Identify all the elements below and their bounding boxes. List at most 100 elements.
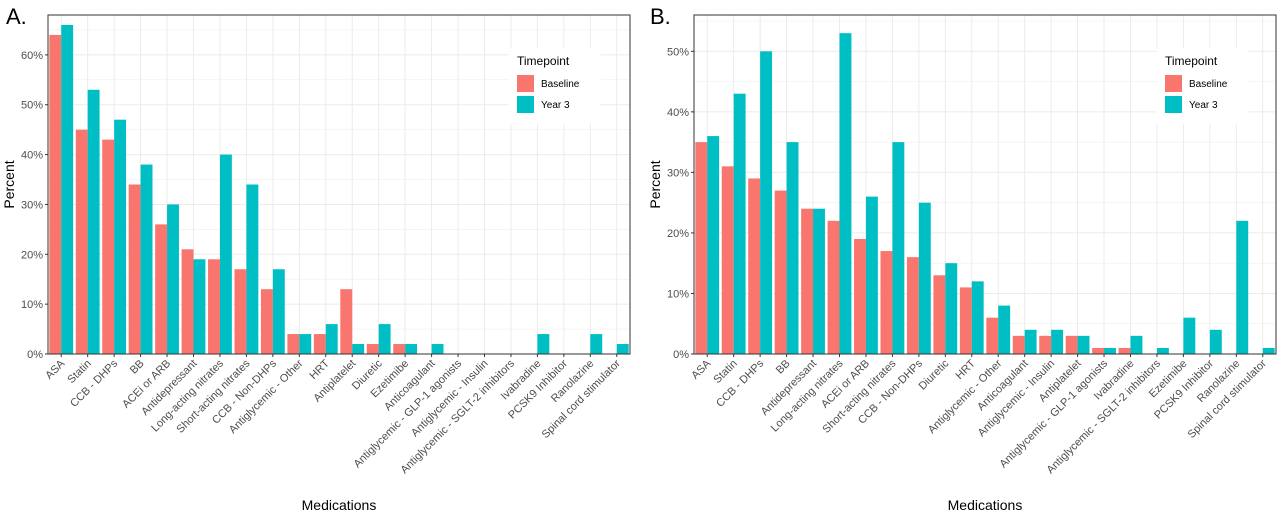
y-tick-label: 0%: [673, 349, 689, 361]
y-tick-label: 20%: [667, 228, 689, 240]
bar-baseline: [748, 178, 761, 354]
panel-label: B.: [650, 4, 671, 29]
bar-year3: [733, 93, 746, 355]
bar-baseline: [234, 269, 247, 354]
bars: [49, 24, 629, 355]
y-tick-label: 20%: [21, 249, 43, 261]
bar-year3: [616, 344, 629, 354]
bar-baseline: [155, 224, 168, 354]
legend-title: Timepoint: [517, 54, 570, 68]
bar-baseline: [102, 139, 115, 354]
bar-baseline: [986, 317, 999, 354]
bar-baseline: [49, 34, 62, 355]
bar-baseline: [801, 208, 814, 354]
bar-year3: [272, 269, 285, 354]
bar-baseline: [181, 249, 194, 354]
legend-label: Year 3: [541, 100, 570, 111]
bar-year3: [945, 263, 958, 354]
bar-year3: [786, 142, 799, 354]
bar-baseline: [366, 344, 379, 354]
bar-year3: [971, 281, 984, 354]
y-tick-label: 30%: [667, 167, 689, 179]
legend-key-baseline: [1165, 75, 1182, 92]
x-tick-label: Diuretic: [917, 357, 952, 392]
bar-year3: [431, 344, 444, 354]
bar-baseline: [959, 287, 972, 354]
bar-year3: [813, 208, 825, 354]
bar-baseline: [774, 190, 787, 354]
bar-year3: [865, 196, 878, 354]
x-tick-label: ASA: [43, 357, 68, 382]
bar-baseline: [695, 142, 708, 354]
y-tick-label: 50%: [667, 46, 689, 58]
y-tick-label: 40%: [21, 150, 43, 162]
legend: Timepoint Baseline Year 3: [508, 48, 601, 124]
x-tick-label: BB: [128, 358, 147, 377]
bar-year3: [1156, 347, 1169, 354]
bar-year3: [299, 334, 312, 354]
y-tick-label: 60%: [21, 50, 43, 62]
x-tick-label: ASA: [689, 357, 714, 382]
bar-baseline: [313, 334, 326, 354]
legend: Timepoint Baseline Year 3: [1156, 48, 1249, 124]
y-tick-label: 30%: [21, 199, 43, 211]
y-tick-label: 40%: [667, 107, 689, 119]
bars: [695, 33, 1275, 355]
y-tick-label: 0%: [27, 349, 43, 361]
bar-year3: [219, 154, 232, 354]
bar-year3: [1051, 329, 1064, 354]
y-axis-title: Percent: [1, 160, 17, 208]
bar-baseline: [1065, 335, 1078, 354]
bar-year3: [1209, 329, 1222, 354]
y-tick-label: 50%: [21, 100, 43, 112]
bar-baseline: [933, 275, 946, 354]
bar-year3: [352, 344, 365, 354]
bar-year3: [246, 184, 259, 354]
bar-baseline: [75, 129, 88, 354]
x-axis-title: Medications: [302, 497, 377, 513]
bar-year3: [325, 324, 338, 354]
bar-baseline: [721, 166, 734, 354]
bar-year3: [61, 24, 74, 355]
bar-year3: [537, 334, 550, 354]
panel-border: [47, 14, 631, 355]
bar-year3: [114, 119, 127, 354]
bar-year3: [87, 89, 100, 354]
bar-baseline: [827, 220, 840, 354]
bar-year3: [378, 324, 391, 354]
y-tick-label: 10%: [21, 299, 43, 311]
bar-baseline: [1118, 347, 1131, 354]
bar-year3: [167, 204, 179, 354]
bar-baseline: [880, 251, 893, 354]
bar-year3: [892, 142, 905, 354]
bar-year3: [1183, 317, 1196, 354]
bar-year3: [405, 344, 418, 354]
legend-key-baseline: [517, 75, 534, 92]
bar-year3: [140, 164, 153, 354]
bar-baseline: [128, 184, 141, 354]
legend-label: Baseline: [541, 79, 580, 90]
bar-baseline: [208, 259, 220, 354]
bar-year3: [1077, 335, 1090, 354]
y-axis-title: Percent: [647, 160, 663, 208]
panel-border: [693, 14, 1277, 355]
bar-baseline: [393, 344, 406, 354]
bar-year3: [760, 51, 773, 354]
bar-baseline: [906, 257, 919, 354]
bar-baseline: [854, 238, 866, 354]
bar-year3: [1130, 335, 1143, 354]
bar-year3: [1236, 220, 1249, 354]
legend-title: Timepoint: [1165, 54, 1218, 68]
bar-year3: [1262, 347, 1275, 354]
bar-baseline: [1092, 347, 1105, 354]
bar-year3: [918, 202, 931, 354]
bar-baseline: [1012, 335, 1025, 354]
bar-year3: [1104, 347, 1116, 354]
x-tick-label: BB: [774, 358, 793, 377]
bar-year3: [590, 334, 603, 354]
panel-label: A.: [6, 4, 27, 29]
bar-year3: [193, 259, 206, 354]
